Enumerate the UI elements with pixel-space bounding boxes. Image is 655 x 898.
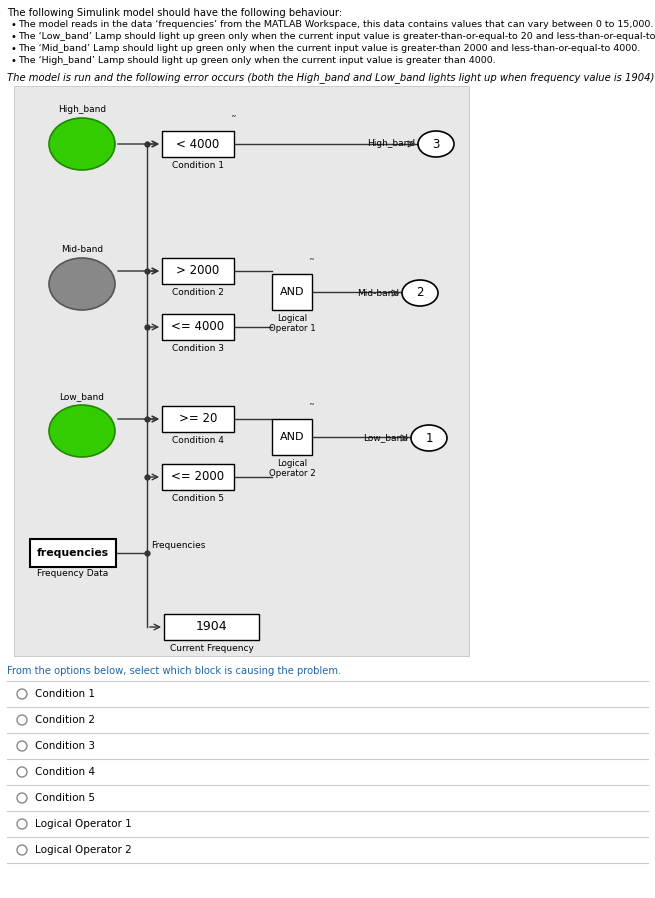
- Text: •: •: [10, 56, 16, 66]
- Text: Frequency Data: Frequency Data: [37, 569, 109, 578]
- Bar: [14, 86, 469, 656]
- Text: High_band: High_band: [58, 105, 106, 114]
- Text: 1904: 1904: [196, 621, 227, 633]
- Text: High_band: High_band: [367, 139, 415, 148]
- Text: •: •: [10, 44, 16, 54]
- Circle shape: [17, 845, 27, 855]
- Text: The following Simulink model should have the following behaviour:: The following Simulink model should have…: [7, 8, 342, 18]
- Text: AND: AND: [280, 287, 305, 297]
- Text: •: •: [10, 32, 16, 42]
- Text: Condition 4: Condition 4: [172, 436, 224, 445]
- Text: The model reads in the data ‘frequencies’ from the MATLAB Workspace, this data c: The model reads in the data ‘frequencies…: [18, 20, 654, 29]
- Text: Logical
Operator 1: Logical Operator 1: [269, 314, 315, 333]
- Text: The ‘High_band’ Lamp should light up green only when the current input value is : The ‘High_band’ Lamp should light up gre…: [18, 56, 496, 65]
- Ellipse shape: [49, 118, 115, 170]
- FancyBboxPatch shape: [30, 539, 116, 567]
- Circle shape: [17, 689, 27, 699]
- Circle shape: [17, 819, 27, 829]
- Text: The model is run and the following error occurs (both the High_band and Low_band: The model is run and the following error…: [7, 72, 655, 83]
- Text: Condition 2: Condition 2: [172, 288, 224, 297]
- Text: Condition 5: Condition 5: [35, 793, 95, 803]
- Text: Condition 1: Condition 1: [35, 689, 95, 699]
- Text: Logical Operator 2: Logical Operator 2: [35, 845, 132, 855]
- Text: AND: AND: [280, 432, 305, 442]
- Text: Condition 3: Condition 3: [172, 344, 224, 353]
- Text: Low_band: Low_band: [60, 392, 105, 401]
- Circle shape: [17, 793, 27, 803]
- Text: The ‘Low_band’ Lamp should light up green only when the current input value is g: The ‘Low_band’ Lamp should light up gree…: [18, 32, 655, 41]
- Ellipse shape: [402, 280, 438, 306]
- Text: Condition 1: Condition 1: [172, 161, 224, 170]
- Text: Mid-band: Mid-band: [357, 288, 399, 297]
- Text: Logical
Operator 2: Logical Operator 2: [269, 459, 315, 479]
- Bar: [162, 464, 234, 490]
- Text: From the options below, select which block is causing the problem.: From the options below, select which blo…: [7, 666, 341, 676]
- Text: The ‘Mid_band’ Lamp should light up green only when the current input value is g: The ‘Mid_band’ Lamp should light up gree…: [18, 44, 640, 53]
- Bar: [272, 274, 312, 310]
- Text: > 2000: > 2000: [176, 265, 219, 277]
- Text: Low_band: Low_band: [363, 434, 408, 443]
- Ellipse shape: [418, 131, 454, 157]
- Bar: [164, 614, 259, 640]
- Bar: [162, 131, 234, 157]
- Text: <= 2000: <= 2000: [172, 471, 225, 483]
- Text: Current Frequency: Current Frequency: [170, 644, 253, 653]
- Text: Mid-band: Mid-band: [61, 245, 103, 254]
- Text: 1: 1: [425, 432, 433, 445]
- Text: Condition 3: Condition 3: [35, 741, 95, 751]
- Text: <= 4000: <= 4000: [172, 321, 225, 333]
- Ellipse shape: [411, 425, 447, 451]
- Text: Condition 4: Condition 4: [35, 767, 95, 777]
- Bar: [162, 314, 234, 340]
- Circle shape: [17, 741, 27, 751]
- Bar: [162, 258, 234, 284]
- Text: Logical Operator 1: Logical Operator 1: [35, 819, 132, 829]
- Text: frequencies: frequencies: [37, 548, 109, 558]
- Text: Condition 2: Condition 2: [35, 715, 95, 725]
- Ellipse shape: [49, 258, 115, 310]
- Circle shape: [17, 767, 27, 777]
- Text: 2: 2: [416, 286, 424, 300]
- Ellipse shape: [49, 405, 115, 457]
- Text: >= 20: >= 20: [179, 412, 217, 426]
- Bar: [162, 406, 234, 432]
- Text: Condition 5: Condition 5: [172, 494, 224, 503]
- Circle shape: [17, 715, 27, 725]
- Text: •: •: [10, 20, 16, 30]
- Text: Frequencies: Frequencies: [151, 541, 206, 550]
- Bar: [272, 419, 312, 455]
- Text: 3: 3: [432, 137, 440, 151]
- Text: < 4000: < 4000: [176, 137, 219, 151]
